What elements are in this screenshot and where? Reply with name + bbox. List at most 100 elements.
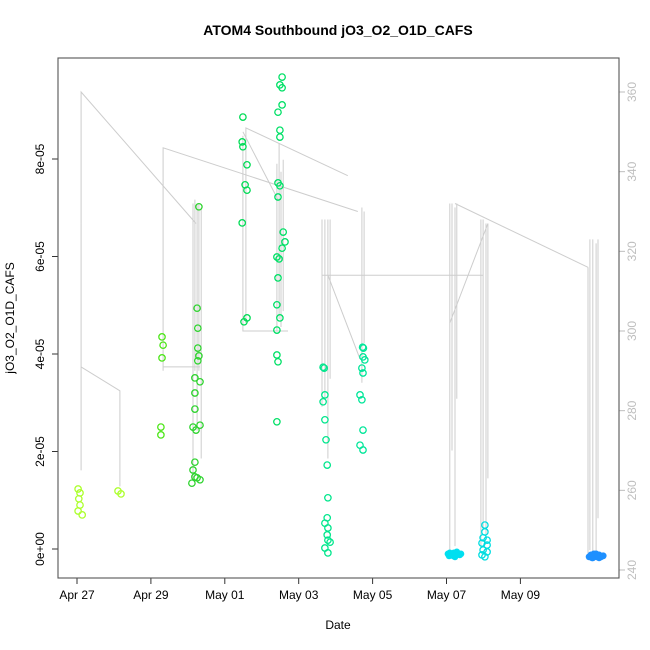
apr29-cluster-point: [158, 354, 166, 362]
apr28-pair-point: [117, 490, 125, 498]
y-left-tick-label: 0e+00: [33, 532, 47, 566]
plot-frame: [57, 57, 620, 579]
apr29-cluster-point: [157, 423, 165, 431]
flight-profile-trace: [454, 203, 589, 268]
flight-profile-trace: [242, 135, 288, 332]
may03-cluster-point: [319, 363, 327, 372]
axes-layer: Apr 27 Apr 29 May 01 May 03 May 05 May 07 May …: [33, 82, 639, 602]
apr30-cluster-point: [195, 352, 203, 360]
y-right-tick-label: 300: [625, 321, 639, 341]
may03-cluster-point: [322, 435, 330, 444]
may01-late-cluster-point: [279, 228, 288, 236]
apr30-cluster-point: [192, 426, 200, 434]
may01-late-cluster-point: [275, 255, 283, 263]
y-right-tick-label: 340: [625, 161, 639, 181]
may01-late-cluster-point: [276, 181, 284, 190]
may03-late-cluster-point: [360, 356, 369, 364]
may10-night-blob-point: [595, 554, 603, 562]
apr27-cluster-point: [78, 511, 87, 519]
may01-late-cluster-point: [278, 83, 286, 92]
x-tick-label: Apr 27: [59, 588, 95, 602]
may03-late-cluster-point: [359, 344, 368, 352]
may01-early-cluster-point: [243, 160, 251, 169]
apr30-cluster-point: [193, 304, 201, 313]
x-tick-label: May 05: [353, 588, 393, 602]
may01-late-cluster-point: [281, 238, 289, 246]
apr30-cluster-point: [193, 324, 202, 333]
may03-cluster-point: [324, 493, 332, 502]
flight-profile-trace-layer: [80, 90, 599, 559]
apr30-cluster-point: [193, 356, 202, 365]
flight-profile-trace: [80, 366, 121, 487]
may01-late-cluster-point: [278, 73, 286, 81]
apr30-cluster-point: [191, 405, 199, 413]
x-tick-label: May 09: [501, 588, 541, 602]
may03-cluster-point: [323, 461, 332, 469]
may01-late-cluster-point: [278, 101, 286, 109]
may01-late-cluster-point: [273, 326, 281, 334]
flight-profile-trace: [80, 90, 197, 471]
chart-title: ATOM4 Southbound jO3_O2_O1D_CAFS: [203, 22, 472, 38]
apr27-cluster-point: [74, 507, 82, 515]
flight-profile-trace: [449, 223, 489, 324]
y-right-tick-label: 320: [625, 241, 639, 261]
may03-cluster-point: [320, 364, 329, 372]
apr30-cluster-point: [191, 374, 199, 382]
may07-cluster-point: [479, 533, 487, 542]
apr30-cluster-point: [193, 344, 202, 352]
y-axis-title: jO3_O2_O1D_CAFS: [3, 262, 17, 374]
may01-late-cluster-point: [274, 357, 282, 366]
may03-cluster-point: [324, 524, 332, 532]
may01-late-cluster-point: [273, 253, 281, 261]
may03-cluster-point: [319, 397, 327, 406]
may01-early-cluster-point: [243, 186, 251, 195]
may10-night-blob-point: [590, 550, 598, 558]
may07-cluster-point: [479, 546, 487, 554]
apr30-cluster-point: [195, 202, 203, 211]
y-left-tick-label: 6e-05: [33, 241, 47, 272]
may03-cluster-point: [321, 415, 329, 424]
may03-late-cluster-point: [359, 446, 367, 454]
apr30-cluster-point: [188, 479, 196, 488]
x-tick-label: May 03: [279, 588, 319, 602]
may01-late-cluster-point: [276, 314, 284, 322]
y-left-tick-label: 2e-05: [33, 436, 47, 467]
may01-late-cluster-point: [273, 417, 281, 426]
may07-cluster-point: [481, 552, 489, 561]
may01-early-cluster-point: [238, 219, 247, 227]
may03-cluster-point: [326, 538, 334, 547]
may06-night-blob-point: [451, 553, 459, 561]
may03-cluster-point: [324, 549, 332, 557]
may01-early-cluster-point: [240, 317, 248, 326]
flight-profile-trace: [162, 147, 358, 371]
apr30-cluster-point: [196, 377, 204, 386]
may03-late-cluster-point: [359, 426, 367, 434]
may03-late-cluster-point: [358, 364, 366, 372]
may03-late-cluster-point: [358, 395, 366, 404]
may01-late-cluster-point: [273, 300, 281, 309]
flight-profile-trace: [242, 131, 279, 200]
flight-profile-trace: [245, 127, 349, 323]
may01-late-cluster-point: [276, 133, 284, 141]
may01-late-cluster-point: [274, 108, 282, 117]
may03-late-cluster-point: [358, 343, 367, 352]
x-tick-label: May 07: [427, 588, 467, 602]
may01-early-cluster-point: [239, 142, 247, 151]
may01-late-cluster-point: [274, 193, 282, 201]
may01-late-cluster-point: [276, 126, 284, 135]
may01-early-cluster-point: [238, 138, 247, 146]
apr29-cluster-point: [159, 341, 167, 350]
flight-profile-trace: [327, 275, 361, 360]
may03-cluster-point: [323, 531, 332, 539]
apr30-cluster-point: [191, 389, 199, 397]
x-tick-label: Apr 29: [133, 588, 169, 602]
y-right-tick-label: 280: [625, 400, 639, 420]
may01-early-cluster-point: [239, 113, 247, 121]
apr29-cluster-point: [158, 333, 166, 341]
may03-cluster-point: [324, 536, 332, 545]
may01-late-cluster-point: [273, 351, 281, 359]
apr30-cluster-point: [189, 466, 197, 474]
apr27-cluster-point: [74, 485, 82, 493]
